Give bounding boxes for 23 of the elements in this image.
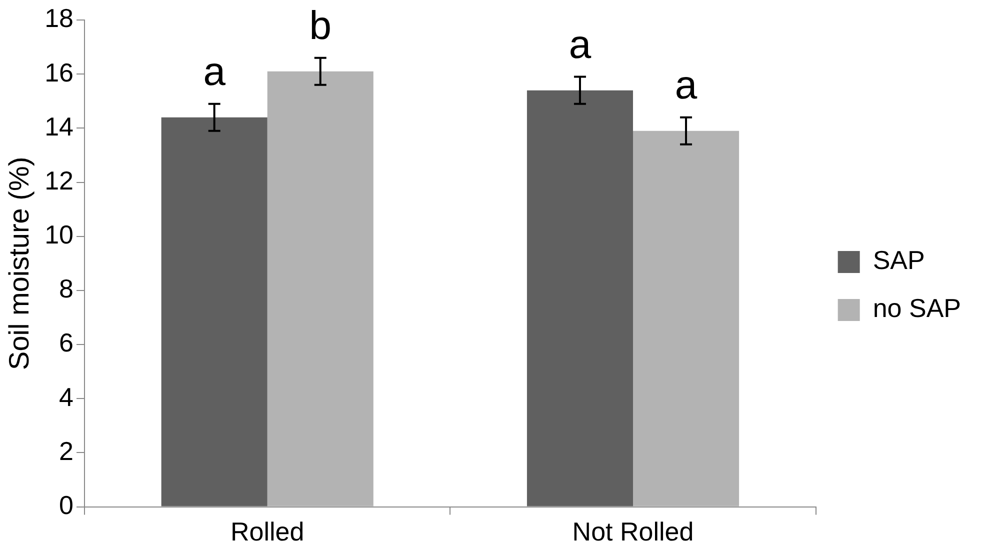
bar	[267, 71, 374, 506]
x-tick-label: Not Rolled	[572, 516, 694, 547]
bar	[161, 117, 268, 506]
y-tick-label: 6	[59, 328, 74, 358]
legend-label: SAP	[872, 245, 925, 276]
y-tick-label: 12	[44, 165, 74, 196]
y-tick-label: 18	[44, 3, 74, 34]
y-axis-title: Soil moisture (%)	[4, 156, 35, 370]
y-tick-label: 10	[44, 220, 74, 250]
bar	[526, 90, 634, 506]
data-label: a	[674, 63, 698, 108]
bar	[633, 130, 740, 506]
y-tick-label: 16	[44, 57, 74, 88]
data-label: a	[203, 50, 226, 94]
x-tick-label: Rolled	[230, 516, 304, 547]
y-tick-label: 4	[59, 382, 74, 412]
y-tick-label: 8	[59, 274, 74, 304]
legend-label: no SAP	[872, 293, 962, 324]
y-tick-label: 2	[59, 436, 74, 466]
data-label: b	[309, 4, 332, 48]
data-label: a	[568, 22, 592, 67]
y-tick-label: 14	[44, 111, 74, 142]
y-tick-label: 0	[59, 490, 74, 520]
